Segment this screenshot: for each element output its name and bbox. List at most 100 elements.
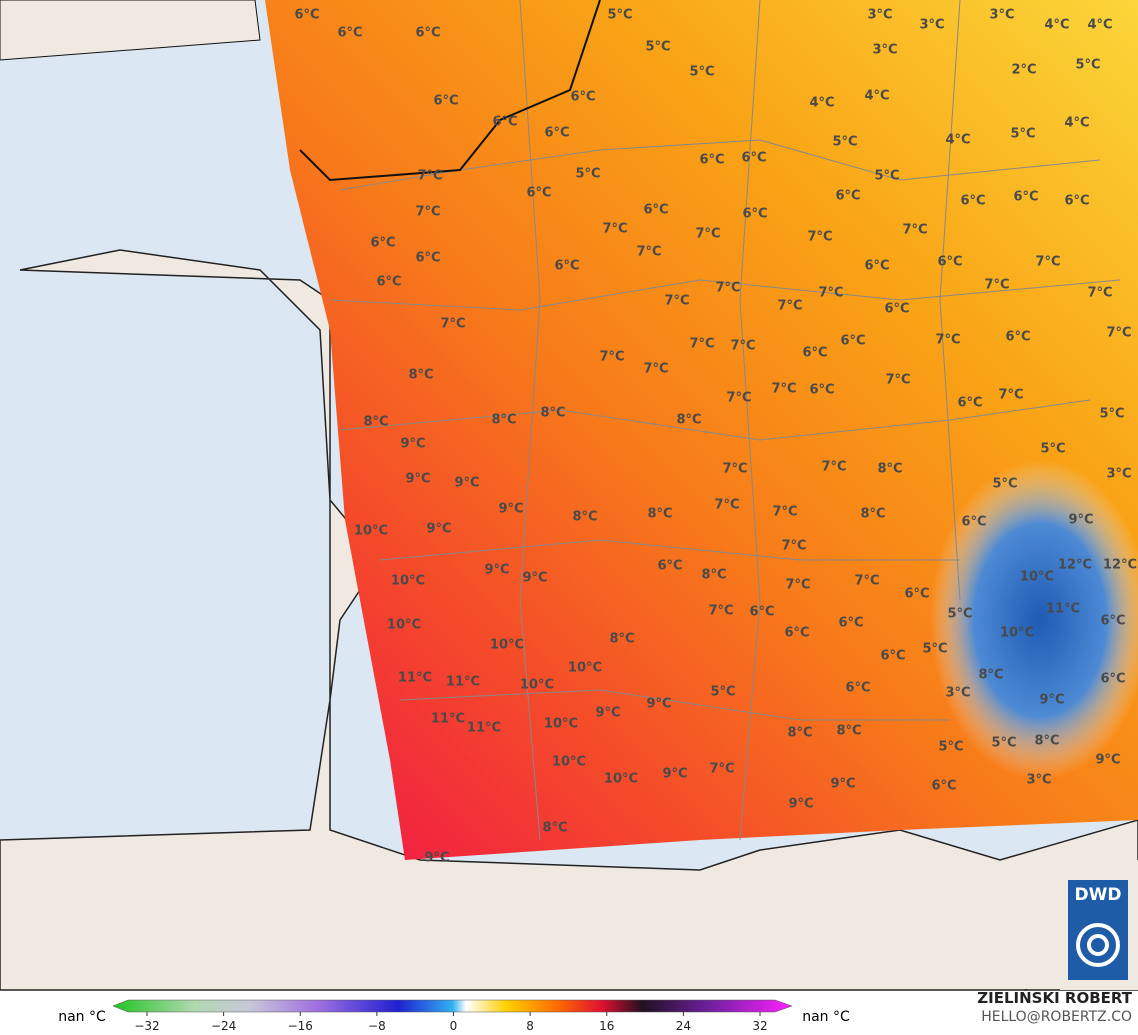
temperature-label: 6°C: [802, 346, 827, 361]
temperature-label: 7°C: [1035, 255, 1060, 270]
temperature-label: 6°C: [957, 396, 982, 411]
temperature-label: 3°C: [989, 8, 1014, 23]
temperature-label: 12°C: [1058, 558, 1092, 573]
temperature-label: 5°C: [947, 607, 972, 622]
temperature-label: 12°C: [1103, 558, 1137, 573]
borders: [329, 0, 1121, 841]
temperature-label: 9°C: [1095, 753, 1120, 768]
temperature-label: 7°C: [998, 388, 1023, 403]
land: [0, 249, 1138, 991]
temperature-label: 6°C: [657, 559, 682, 574]
colorbar-tick-label: −32: [134, 1019, 159, 1033]
temperature-label: 3°C: [867, 8, 892, 23]
temperature-label: 9°C: [595, 706, 620, 721]
temperature-label: 4°C: [864, 89, 889, 104]
temperature-label: 7°C: [440, 317, 465, 332]
temperature-label: 11°C: [446, 675, 480, 690]
temperature-label: 7°C: [984, 278, 1009, 293]
temperature-label: 7°C: [854, 574, 879, 589]
temperature-label: 9°C: [662, 767, 687, 782]
temperature-label: 6°C: [838, 616, 863, 631]
temperature-label: 10°C: [604, 772, 638, 787]
temperature-label: 7°C: [726, 391, 751, 406]
temperature-label: 3°C: [872, 43, 897, 58]
temperature-label: 4°C: [809, 96, 834, 111]
temperature-label: 6°C: [1005, 330, 1030, 345]
temperature-label: 6°C: [554, 259, 579, 274]
temperature-label: 3°C: [919, 18, 944, 33]
temperature-label: 6°C: [884, 302, 909, 317]
temperature-label: 7°C: [664, 294, 689, 309]
temperature-label: 9°C: [1068, 513, 1093, 528]
land: [0, 0, 261, 61]
temperature-label: 7°C: [722, 462, 747, 477]
temperature-label: 6°C: [880, 649, 905, 664]
temperature-label: 6°C: [904, 587, 929, 602]
temperature-label: 9°C: [454, 476, 479, 491]
temperature-label: 9°C: [498, 502, 523, 517]
temperature-label: 6°C: [643, 203, 668, 218]
temperature-label: 7°C: [821, 460, 846, 475]
colorbar-tick-label: 8: [526, 1019, 534, 1033]
temperature-label: 7°C: [818, 286, 843, 301]
temperature-label: 2°C: [1011, 63, 1036, 78]
temperature-label: 8°C: [491, 413, 516, 428]
temperature-label: 8°C: [787, 726, 812, 741]
temperature-label: 6°C: [960, 194, 985, 209]
contact: HELLO@ROBERTZ.CO: [981, 1009, 1132, 1025]
temperature-label: 8°C: [647, 507, 672, 522]
temperature-label: 6°C: [415, 251, 440, 266]
temperature-label: 6°C: [741, 151, 766, 166]
temperature-label: 9°C: [522, 571, 547, 586]
temperature-label: 8°C: [572, 510, 597, 525]
logo-swirl: [1087, 934, 1109, 956]
temperature-label: 6°C: [294, 8, 319, 23]
temperature-label: 5°C: [938, 740, 963, 755]
temperature-label: 9°C: [1039, 693, 1064, 708]
temperature-label: 4°C: [1064, 116, 1089, 131]
temperature-label: 6°C: [433, 94, 458, 109]
temperature-label: 6°C: [937, 255, 962, 270]
temperature-label: 6°C: [370, 236, 395, 251]
colorbar: [112, 999, 793, 1013]
temperature-label: 7°C: [709, 762, 734, 777]
temperature-label: 7°C: [599, 350, 624, 365]
temperature-label: 7°C: [417, 169, 442, 184]
temperature-label: 8°C: [542, 821, 567, 836]
temperature-label: 6°C: [699, 153, 724, 168]
temperature-label: 11°C: [431, 712, 465, 727]
temperature-label: 5°C: [710, 685, 735, 700]
temperature-label: 9°C: [646, 697, 671, 712]
temperature-label: 10°C: [490, 638, 524, 653]
temperature-label: 5°C: [645, 40, 670, 55]
colorbar-tick-label: 16: [599, 1019, 614, 1033]
temperature-label: 6°C: [749, 605, 774, 620]
temperature-label: 7°C: [730, 339, 755, 354]
colorbar-tick-label: 32: [752, 1019, 767, 1033]
temperature-label: 6°C: [809, 383, 834, 398]
temperature-label: 8°C: [363, 415, 388, 430]
temperature-label: 6°C: [415, 26, 440, 41]
temperature-label: 7°C: [689, 337, 714, 352]
temperature-label: 5°C: [991, 736, 1016, 751]
temperature-label: 5°C: [1099, 407, 1124, 422]
temperature-label: 9°C: [788, 797, 813, 812]
temperature-label: 8°C: [836, 724, 861, 739]
temperature-label: 5°C: [874, 169, 899, 184]
temperature-label: 7°C: [772, 505, 797, 520]
colorbar-tick-label: 24: [676, 1019, 691, 1033]
temperature-label: 8°C: [408, 368, 433, 383]
temperature-label: 9°C: [484, 563, 509, 578]
temperature-label: 6°C: [835, 189, 860, 204]
temperature-label: 3°C: [945, 686, 970, 701]
temperature-label: 6°C: [1100, 672, 1125, 687]
temperature-label: 5°C: [1075, 58, 1100, 73]
coastline: [299, 0, 601, 182]
temperature-label: 10°C: [520, 678, 554, 693]
temperature-label: 7°C: [785, 578, 810, 593]
temperature-label: 6°C: [1100, 614, 1125, 629]
temperature-label: 5°C: [607, 8, 632, 23]
temperature-label: 5°C: [689, 65, 714, 80]
temperature-label: 7°C: [415, 205, 440, 220]
